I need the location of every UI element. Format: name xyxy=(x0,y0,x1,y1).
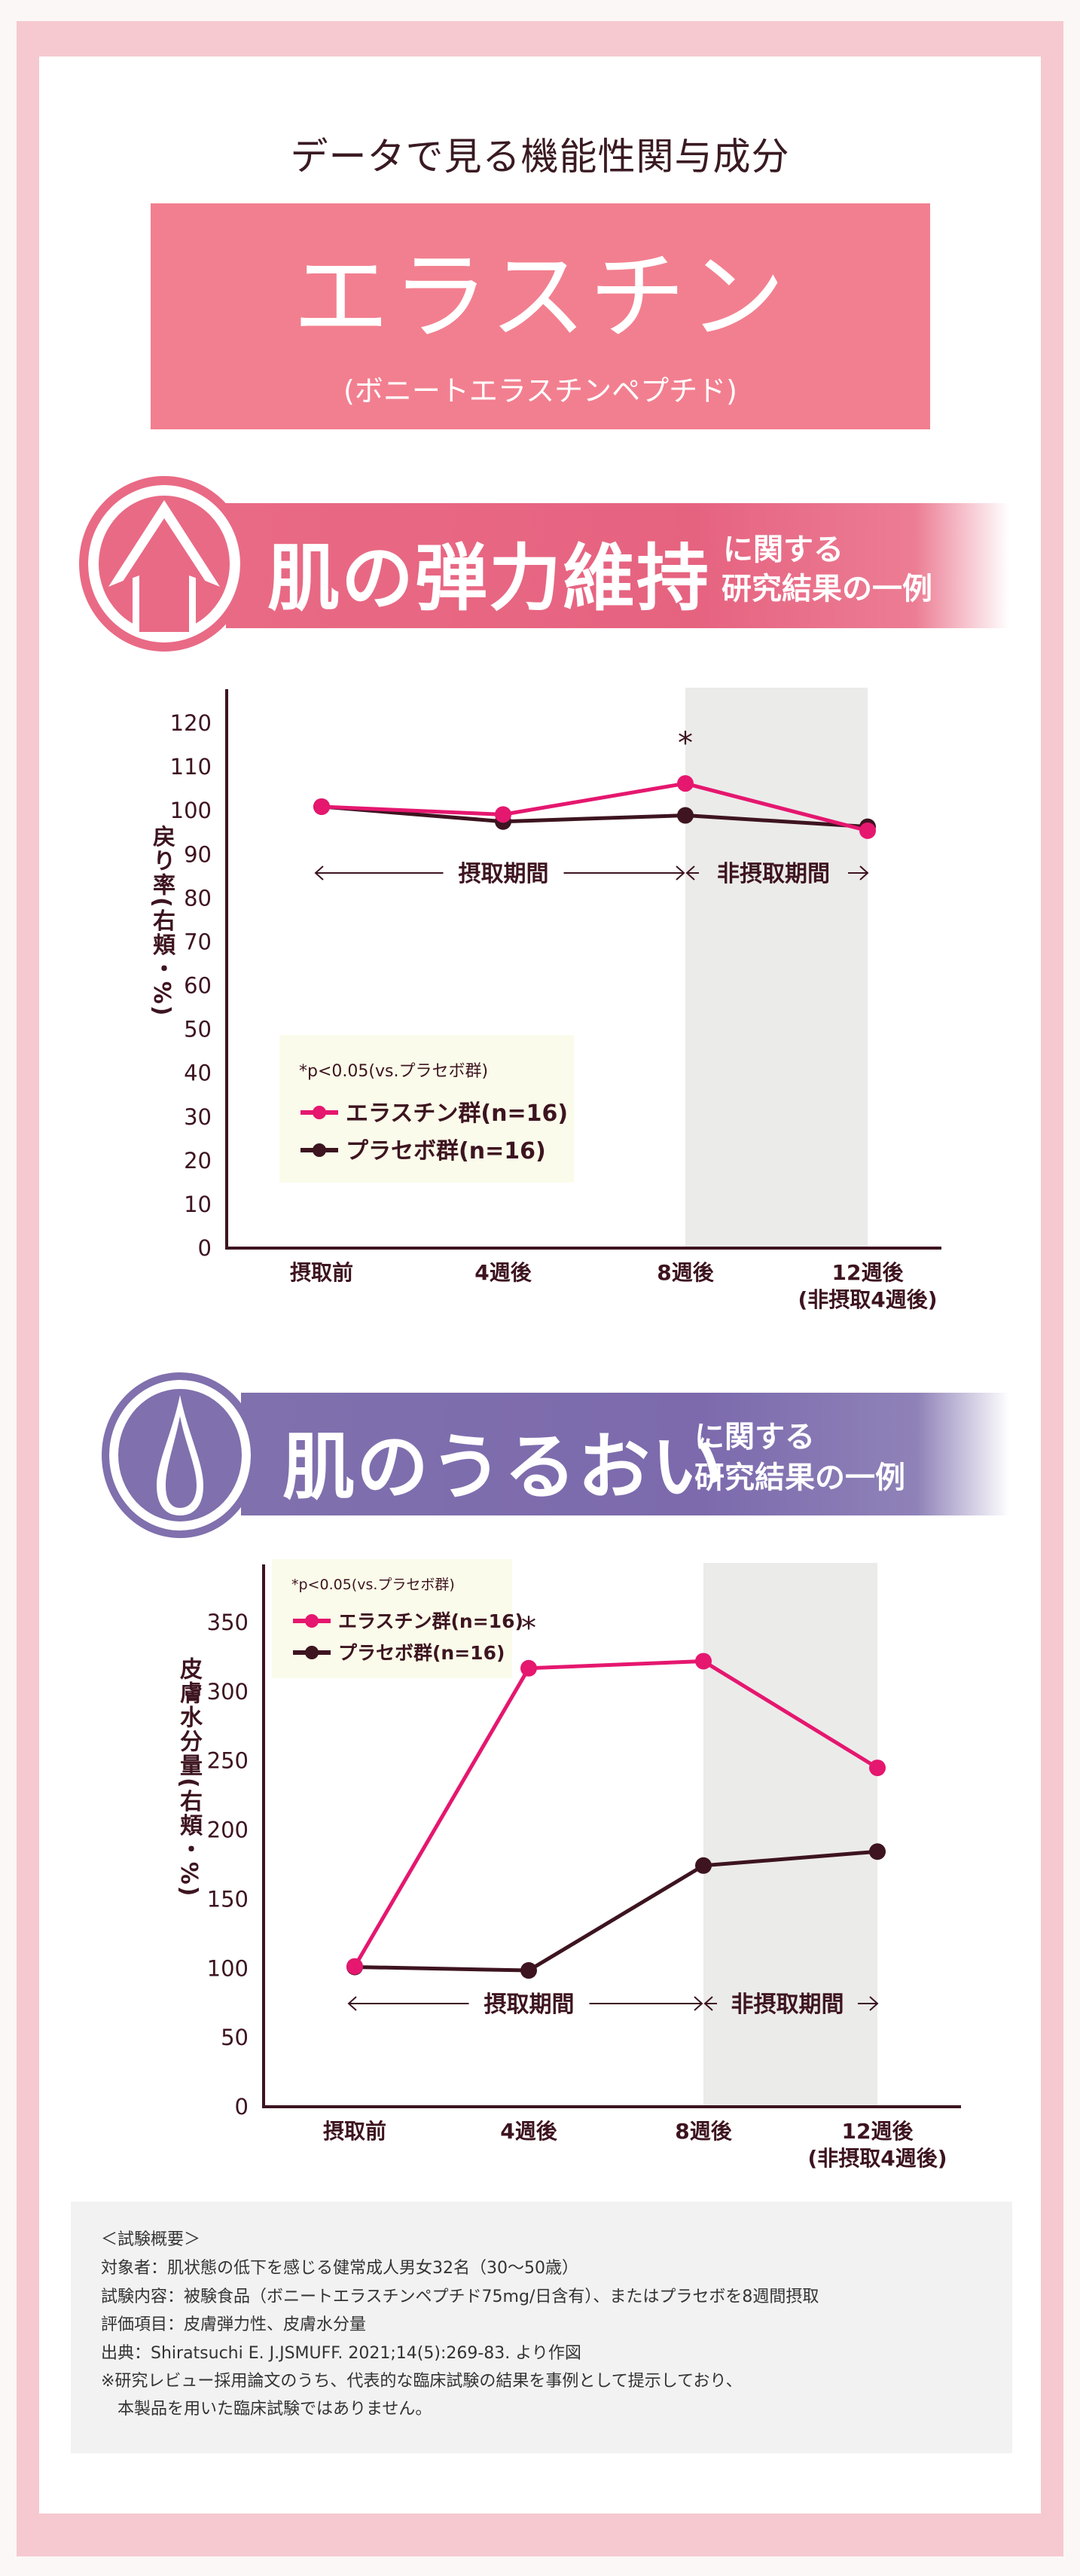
legend-swatch-marker xyxy=(313,1106,326,1119)
summary-line: 出典：Shiratsuchi E. J.JSMUFF. 2021;14(5):2… xyxy=(101,2344,581,2363)
x-tick-label: 8週後 xyxy=(657,1260,714,1285)
y-tick-label: 20 xyxy=(184,1148,212,1174)
arrow-right-icon xyxy=(869,1996,879,2011)
x-tick-label: 4週後 xyxy=(474,1260,532,1285)
data-point xyxy=(869,1760,886,1777)
section-banner-elasticity xyxy=(226,503,1009,628)
legend-swatch-marker xyxy=(313,1143,326,1157)
legend-swatch-marker xyxy=(305,1614,319,1628)
summary-line: 評価項目：皮膚弾力性、皮膚水分量 xyxy=(101,2315,367,2334)
y-tick-label: 110 xyxy=(170,754,212,780)
y-tick-label: 30 xyxy=(184,1104,212,1130)
y-tick-label: 350 xyxy=(207,1610,249,1635)
x-tick-sublabel: (非摂取4週後) xyxy=(798,1287,937,1312)
data-point xyxy=(520,1962,537,1979)
arrow-right-icon xyxy=(694,1996,703,2011)
legend-label: エラスチン群(n=16) xyxy=(346,1100,568,1127)
series-line-0 xyxy=(352,1659,879,1967)
data-point xyxy=(695,1857,712,1874)
y-tick-label: 0 xyxy=(235,2094,249,2120)
data-point xyxy=(677,775,694,792)
section-sub1-moisture: に関する xyxy=(694,1420,815,1454)
y-tick-label: 0 xyxy=(198,1235,212,1261)
legend-label: プラセボ群(n=16) xyxy=(346,1138,546,1164)
legend-label: エラスチン群(n=16) xyxy=(338,1610,523,1632)
non-intake-shading xyxy=(685,688,868,1248)
significance-marker: * xyxy=(678,726,693,761)
y-tick-label: 150 xyxy=(207,1886,249,1912)
data-point xyxy=(495,806,511,823)
legend-swatch-marker xyxy=(305,1646,319,1659)
section-title-moisture: 肌のうるおい xyxy=(282,1425,725,1509)
title-box: エラスチン (ボニートエラスチンペプチド) xyxy=(151,203,930,429)
study-summary: ＜試験概要＞ 対象者：肌状態の低下を感じる健常成人男女32名（30〜50歳） 試… xyxy=(71,2202,1012,2453)
ingredient-subtitle: (ボニートエラスチンペプチド) xyxy=(343,374,737,407)
summary-line: 対象者：肌状態の低下を感じる健常成人男女32名（30〜50歳） xyxy=(101,2259,578,2278)
x-tick-label: 摂取前 xyxy=(290,1260,353,1285)
series-line-0 xyxy=(321,781,868,833)
y-tick-label: 100 xyxy=(170,798,212,823)
y-tick-label: 50 xyxy=(221,2025,249,2050)
y-axis-label: 戻り率(右頬・%) xyxy=(148,825,175,1018)
period-non-intake-label: 非摂取期間 xyxy=(731,1992,844,2018)
legend-box xyxy=(279,1035,574,1183)
y-tick-label: 60 xyxy=(184,973,212,999)
data-point xyxy=(859,822,876,839)
ingredient-title: エラスチン xyxy=(292,241,789,353)
arrow-left-icon xyxy=(347,1996,357,2011)
data-point xyxy=(869,1843,886,1860)
period-intake-label: 摂取期間 xyxy=(484,1992,575,2018)
section-title-elasticity: 肌の弾力維持 xyxy=(267,536,710,621)
summary-line: 試験内容：被験食品（ボニートエラスチンペプチド75mg/日含有）、またはプラセボ… xyxy=(101,2288,819,2306)
period-non-intake-label: 非摂取期間 xyxy=(717,861,830,887)
y-tick-label: 120 xyxy=(170,710,212,736)
section-sub1-elasticity: に関する xyxy=(723,533,844,567)
x-tick-label: 12週後 xyxy=(832,1260,905,1285)
section-sub2-moisture: 研究結果の一例 xyxy=(694,1460,905,1495)
significance-note: *p<0.05(vs.プラセボ群) xyxy=(299,1062,488,1081)
arrow-left-icon xyxy=(314,865,324,881)
y-tick-label: 250 xyxy=(207,1748,249,1774)
lead-heading: データで見る機能性関与成分 xyxy=(290,135,790,179)
data-point xyxy=(346,1958,363,1975)
data-point xyxy=(677,807,694,824)
y-tick-label: 50 xyxy=(184,1017,212,1042)
arrow-right-icon xyxy=(676,865,685,881)
x-tick-label: 摂取前 xyxy=(323,2119,386,2144)
summary-line: ※研究レビュー採用論文のうち、代表的な臨床試験の結果を事例として提示しており、 xyxy=(101,2372,743,2391)
x-tick-sublabel: (非摂取4週後) xyxy=(807,2146,947,2169)
data-point xyxy=(520,1659,537,1677)
summary-line: 本製品を用いた臨床試験ではありません。 xyxy=(101,2400,432,2419)
legend-label: プラセボ群(n=16) xyxy=(338,1642,505,1664)
data-point xyxy=(695,1653,712,1670)
y-tick-label: 200 xyxy=(207,1818,249,1843)
water-drop-icon xyxy=(102,1372,258,1538)
non-intake-shading xyxy=(703,1563,877,2107)
y-tick-label: 40 xyxy=(184,1061,212,1086)
data-point xyxy=(313,798,330,815)
arrow-right-icon xyxy=(859,865,869,881)
y-tick-label: 300 xyxy=(207,1679,249,1705)
y-tick-label: 80 xyxy=(184,885,212,911)
significance-marker: * xyxy=(521,1611,536,1646)
y-tick-label: 100 xyxy=(207,1955,249,1981)
section-sub2-elasticity: 研究結果の一例 xyxy=(722,572,932,606)
summary-heading: ＜試験概要＞ xyxy=(101,2230,201,2249)
y-tick-label: 70 xyxy=(184,929,212,954)
period-intake-label: 摂取期間 xyxy=(459,861,549,887)
y-axis-label: 皮膚水分量(右頬・%) xyxy=(175,1657,202,1898)
section-banner-moisture xyxy=(241,1393,1009,1515)
moisture-chart: 0 50 100 150 200 250 300 350 摂取前 4週後 8週後 12週後(非摂取4週… xyxy=(207,1559,961,2169)
series-line-1 xyxy=(354,1849,878,1973)
y-tick-label: 10 xyxy=(184,1192,212,1217)
significance-note: *p<0.05(vs.プラセボ群) xyxy=(291,1576,455,1593)
series-line-1 xyxy=(321,804,868,829)
y-tick-label: 90 xyxy=(184,841,212,867)
elasticity-chart: 0 10 20 30 40 50 60 70 80 90 100 110 120 摂取前 4週後 8週後 12週… xyxy=(170,688,941,1312)
up-arrow-icon xyxy=(79,476,249,652)
x-tick-label: 12週後 xyxy=(842,2119,914,2144)
x-tick-label: 8週後 xyxy=(675,2119,732,2144)
x-tick-label: 4週後 xyxy=(500,2119,557,2144)
